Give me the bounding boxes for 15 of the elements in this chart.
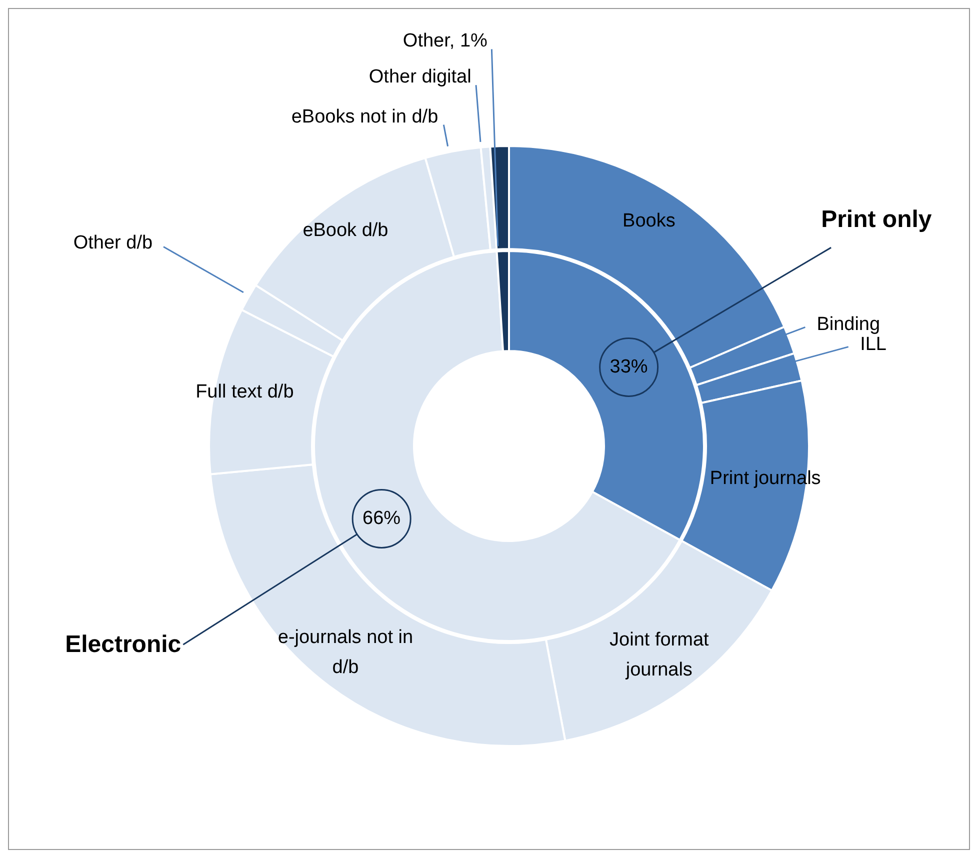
slice-label: eBooks not in d/b xyxy=(291,106,438,128)
slice-label: Print only xyxy=(821,206,932,234)
slice-label: Full text d/b xyxy=(196,381,294,402)
slice-label: Other, 1% xyxy=(402,30,488,52)
slice-label: eBook d/b xyxy=(302,219,388,240)
slice-label: Binding xyxy=(816,314,880,335)
data-label: 33% xyxy=(610,356,648,378)
data-label: 66% xyxy=(362,508,401,530)
slice-label: Other digital xyxy=(368,66,472,88)
slice-label: ILL xyxy=(860,334,886,356)
slice-label: Joint format journals xyxy=(610,629,710,680)
slice-label: Other d/b xyxy=(73,232,153,254)
slice-label: Electronic xyxy=(65,631,182,658)
slice-label: Books xyxy=(622,210,676,231)
slice-label: e-journals not in d/b xyxy=(278,626,414,678)
